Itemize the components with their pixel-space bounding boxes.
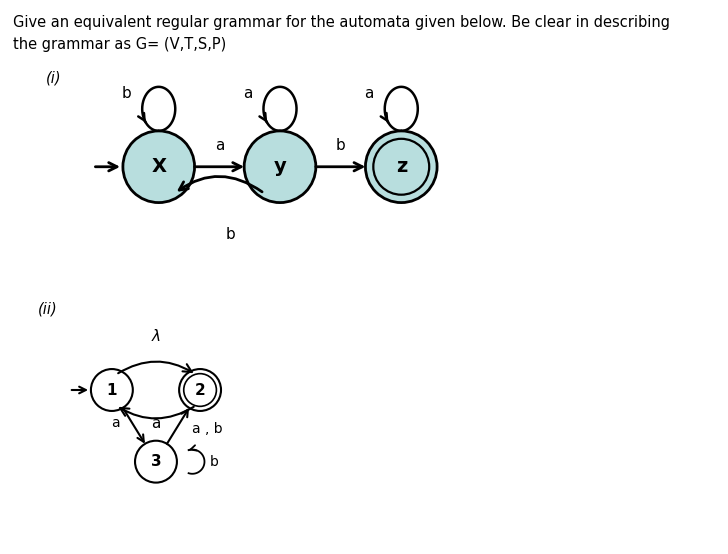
Text: a , b: a , b [191,422,223,435]
Text: a: a [243,86,253,101]
Text: Give an equivalent regular grammar for the automata given below. Be clear in des: Give an equivalent regular grammar for t… [12,15,670,30]
Text: b: b [226,227,235,243]
Text: b: b [336,138,346,153]
Text: 3: 3 [151,454,162,469]
Circle shape [123,131,194,203]
Text: (ii): (ii) [37,302,58,317]
Circle shape [179,369,221,411]
Text: b: b [210,455,219,469]
Text: y: y [274,157,286,176]
Text: b: b [122,86,131,101]
Text: a: a [364,86,373,101]
Text: 1: 1 [106,382,117,398]
Text: a: a [151,417,161,432]
Text: z: z [395,157,407,176]
Text: the grammar as G= (V,T,S,P): the grammar as G= (V,T,S,P) [12,37,226,52]
Text: a: a [111,416,120,430]
Circle shape [135,441,177,483]
Text: (i): (i) [46,70,61,85]
Circle shape [365,131,437,203]
Text: 2: 2 [194,382,205,398]
Text: a: a [215,138,224,153]
Circle shape [91,369,132,411]
Circle shape [244,131,316,203]
Text: λ: λ [151,329,160,344]
Text: X: X [151,157,166,176]
